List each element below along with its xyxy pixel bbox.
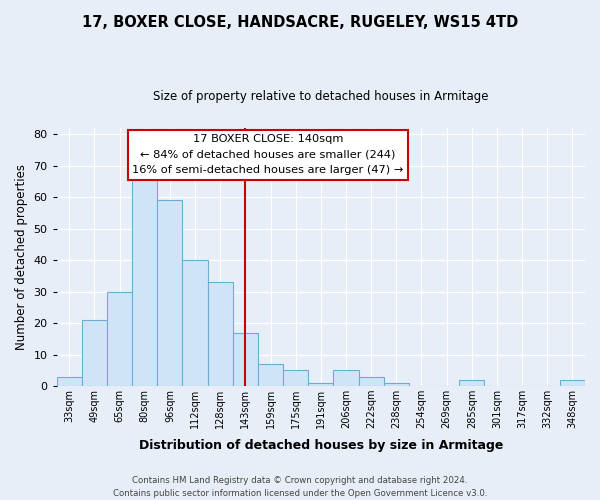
- Bar: [132, 178, 157, 386]
- X-axis label: Distribution of detached houses by size in Armitage: Distribution of detached houses by size …: [139, 440, 503, 452]
- Text: 17 BOXER CLOSE: 140sqm
← 84% of detached houses are smaller (244)
16% of semi-de: 17 BOXER CLOSE: 140sqm ← 84% of detached…: [133, 134, 404, 175]
- Bar: [334, 370, 359, 386]
- Bar: [258, 364, 283, 386]
- Bar: [82, 320, 107, 386]
- Bar: [560, 380, 585, 386]
- Bar: [308, 383, 334, 386]
- Title: Size of property relative to detached houses in Armitage: Size of property relative to detached ho…: [153, 90, 488, 103]
- Bar: [459, 380, 484, 386]
- Y-axis label: Number of detached properties: Number of detached properties: [15, 164, 28, 350]
- Text: 17, BOXER CLOSE, HANDSACRE, RUGELEY, WS15 4TD: 17, BOXER CLOSE, HANDSACRE, RUGELEY, WS1…: [82, 15, 518, 30]
- Bar: [359, 376, 384, 386]
- Bar: [384, 383, 409, 386]
- Bar: [157, 200, 182, 386]
- Bar: [283, 370, 308, 386]
- Bar: [57, 376, 82, 386]
- Bar: [107, 292, 132, 386]
- Bar: [182, 260, 208, 386]
- Bar: [208, 282, 233, 386]
- Text: Contains HM Land Registry data © Crown copyright and database right 2024.
Contai: Contains HM Land Registry data © Crown c…: [113, 476, 487, 498]
- Bar: [233, 332, 258, 386]
